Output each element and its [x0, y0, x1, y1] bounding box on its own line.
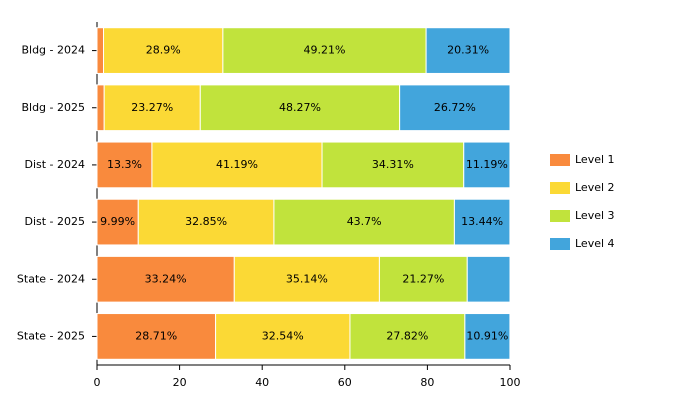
bar-segment	[466, 255, 511, 303]
data-label: 28.71%	[135, 329, 177, 342]
data-label: 26.72%	[434, 101, 476, 114]
legend-swatch	[550, 182, 570, 194]
bar-segment	[96, 198, 139, 246]
data-label: 13.3%	[107, 158, 142, 171]
data-label: 21.27%	[402, 272, 444, 285]
data-label: 48.27%	[279, 101, 321, 114]
data-label: 43.7%	[347, 215, 382, 228]
bar-segment	[222, 27, 427, 74]
data-label: 10.91%	[466, 329, 508, 342]
data-label: 20.31%	[447, 44, 489, 57]
legend-swatch	[550, 210, 570, 222]
bar-segment	[96, 27, 105, 74]
x-tick-label: 100	[500, 376, 521, 389]
data-label: 13.44%	[461, 215, 503, 228]
data-label: 28.9%	[146, 44, 181, 57]
data-label: 9.99%	[100, 215, 135, 228]
data-label: 41.19%	[216, 158, 258, 171]
bar-segment	[453, 198, 511, 246]
bar-segment	[463, 141, 511, 189]
bar-segment	[96, 141, 153, 189]
y-tick-label: Bldg - 2024	[21, 44, 85, 57]
x-tick-label: 40	[255, 376, 269, 389]
x-tick-label: 80	[420, 376, 434, 389]
data-label: 34.31%	[372, 158, 414, 171]
legend-label: Level 1	[575, 153, 615, 166]
data-label: 23.27%	[131, 101, 173, 114]
data-label: 27.82%	[386, 329, 428, 342]
data-label: 32.85%	[185, 215, 227, 228]
data-label: 32.54%	[262, 329, 304, 342]
bar-segment	[425, 27, 511, 74]
data-label: 35.14%	[286, 272, 328, 285]
bar-segment	[96, 255, 235, 303]
bar-segment	[96, 84, 105, 132]
legend-label: Level 3	[575, 209, 615, 222]
data-label: 11.19%	[466, 158, 508, 171]
y-tick-label: Dist - 2024	[24, 158, 85, 171]
y-tick-label: Dist - 2025	[24, 215, 85, 228]
data-label: 49.21%	[304, 44, 346, 57]
legend-label: Level 4	[575, 237, 615, 250]
bar-segment	[464, 313, 511, 360]
bar-segment	[103, 84, 201, 132]
x-tick-label: 0	[94, 376, 101, 389]
bar-segment	[378, 255, 468, 303]
y-tick-label: State - 2025	[17, 329, 85, 342]
bar-segment	[273, 198, 455, 246]
legend-swatch	[550, 238, 570, 250]
x-tick-label: 60	[338, 376, 352, 389]
bar-segment	[233, 255, 380, 303]
bar-segment	[137, 198, 275, 246]
y-tick-label: Bldg - 2025	[21, 101, 85, 114]
bar-segment	[199, 84, 401, 132]
bar-segment	[399, 84, 511, 132]
x-tick-label: 20	[173, 376, 187, 389]
legend-swatch	[550, 154, 570, 166]
y-tick-label: State - 2024	[17, 272, 85, 285]
bar-segment	[349, 313, 466, 360]
bar-segment	[96, 313, 217, 360]
data-label: 33.24%	[145, 272, 187, 285]
legend-label: Level 2	[575, 181, 615, 194]
bar-segment	[321, 141, 465, 189]
